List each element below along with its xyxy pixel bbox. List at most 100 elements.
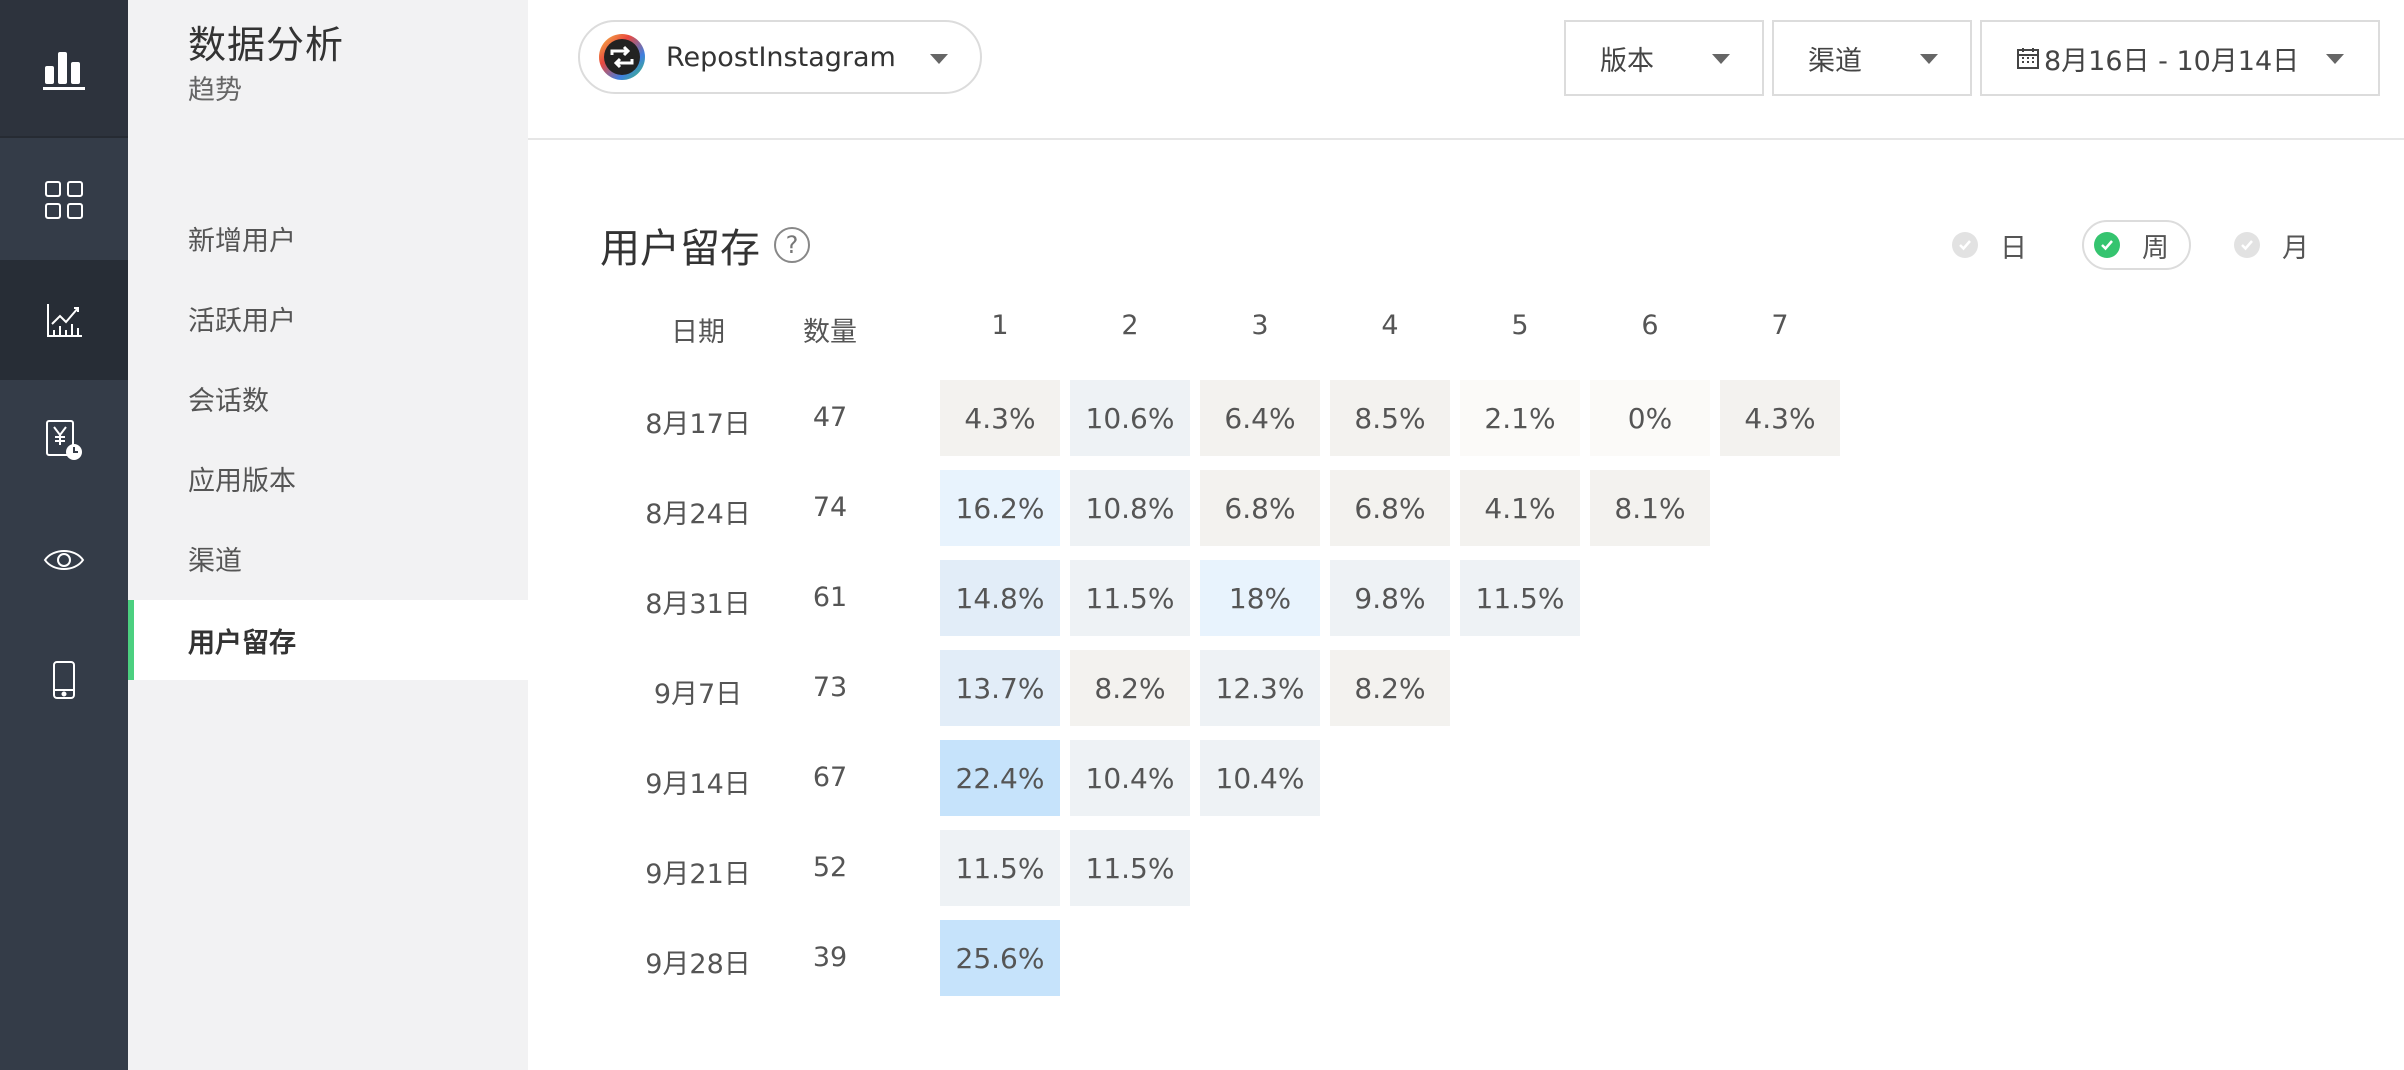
retention-cell: 8.2% bbox=[1330, 650, 1450, 726]
sidebar-title: 数据分析 bbox=[188, 23, 345, 67]
nav-item-label: 应用版本 bbox=[188, 465, 296, 497]
retention-cell: 6.8% bbox=[1200, 470, 1320, 546]
retention-cell: 8.2% bbox=[1070, 650, 1190, 726]
eye-icon[interactable] bbox=[0, 500, 128, 620]
chevron-down-icon bbox=[1920, 54, 1938, 64]
app-name: RepostInstagram bbox=[666, 41, 896, 73]
nav-item-app-version[interactable]: 应用版本 bbox=[128, 438, 528, 518]
retention-cell: 4.3% bbox=[1720, 380, 1840, 456]
period-label: 月 bbox=[2282, 232, 2309, 264]
retention-title-group: 用户留存 ? bbox=[600, 216, 810, 274]
trend-chart-icon[interactable] bbox=[0, 260, 128, 380]
column-header-week: 4 bbox=[1381, 310, 1399, 341]
retention-cell: 8.5% bbox=[1330, 380, 1450, 456]
retention-cell: 9.8% bbox=[1330, 560, 1450, 636]
retention-cell: 10.4% bbox=[1200, 740, 1320, 816]
retention-cell: 22.4% bbox=[940, 740, 1060, 816]
nav-item-label: 渠道 bbox=[188, 545, 242, 577]
row-count: 67 bbox=[812, 762, 848, 793]
check-icon bbox=[2094, 232, 2120, 258]
nav-item-sessions[interactable]: 会话数 bbox=[128, 358, 528, 438]
retention-cell: 4.3% bbox=[940, 380, 1060, 456]
column-header-week: 7 bbox=[1771, 310, 1789, 341]
retention-cell: 10.6% bbox=[1070, 380, 1190, 456]
nav-item-label: 新增用户 bbox=[188, 225, 296, 257]
column-header-week: 2 bbox=[1121, 310, 1139, 341]
period-month-radio[interactable]: 月 bbox=[2234, 220, 2309, 270]
app-logo-icon bbox=[599, 34, 645, 80]
top-header: RepostInstagram 版本 渠道 8月16日 - 10月14日 bbox=[528, 0, 2404, 140]
column-header-week: 3 bbox=[1251, 310, 1269, 341]
nav-item-new-users[interactable]: 新增用户 bbox=[128, 198, 528, 278]
date-range-label: 8月16日 - 10月14日 bbox=[2044, 45, 2300, 77]
retention-cell: 11.5% bbox=[1070, 830, 1190, 906]
revenue-clock-icon[interactable] bbox=[0, 380, 128, 500]
mobile-device-icon[interactable] bbox=[0, 620, 128, 740]
sidebar-subtitle: 趋势 bbox=[188, 75, 242, 106]
row-count: 47 bbox=[812, 402, 848, 433]
retention-cell: 0% bbox=[1590, 380, 1710, 456]
version-label: 版本 bbox=[1600, 45, 1654, 77]
chevron-down-icon bbox=[1712, 54, 1730, 64]
help-icon[interactable]: ? bbox=[774, 227, 810, 263]
retention-cell: 8.1% bbox=[1590, 470, 1710, 546]
date-range-picker[interactable]: 8月16日 - 10月14日 bbox=[1980, 20, 2380, 96]
period-label: 周 bbox=[2142, 232, 2169, 264]
secondary-sidebar: 数据分析 趋势 新增用户 活跃用户 会话数 应用版本 渠道 用户留存 bbox=[128, 0, 528, 1070]
check-icon bbox=[2234, 232, 2260, 258]
icon-rail bbox=[0, 0, 128, 1070]
row-date: 9月14日 bbox=[645, 769, 751, 800]
nav-item-channel[interactable]: 渠道 bbox=[128, 518, 528, 598]
retention-cell: 14.8% bbox=[940, 560, 1060, 636]
nav-item-label: 活跃用户 bbox=[188, 305, 296, 337]
retention-cell: 25.6% bbox=[940, 920, 1060, 996]
row-date: 8月31日 bbox=[645, 589, 751, 620]
column-header-week: 1 bbox=[991, 310, 1009, 341]
period-label: 日 bbox=[2000, 232, 2027, 264]
dashboard-grid-icon[interactable] bbox=[0, 140, 128, 260]
retention-cell: 6.8% bbox=[1330, 470, 1450, 546]
row-date: 8月17日 bbox=[645, 409, 751, 440]
row-date: 9月21日 bbox=[645, 859, 751, 890]
period-day-radio[interactable]: 日 bbox=[1952, 220, 2027, 270]
version-dropdown[interactable]: 版本 bbox=[1564, 20, 1764, 96]
section-title: 用户留存 bbox=[600, 226, 760, 272]
calendar-icon bbox=[2017, 48, 2039, 69]
row-count: 39 bbox=[812, 942, 848, 973]
row-count: 74 bbox=[812, 492, 848, 523]
retention-cell: 18% bbox=[1200, 560, 1320, 636]
nav-item-active-users[interactable]: 活跃用户 bbox=[128, 278, 528, 358]
app-selector[interactable]: RepostInstagram bbox=[578, 20, 982, 94]
chevron-down-icon bbox=[2326, 54, 2344, 64]
column-header-count: 数量 bbox=[803, 317, 857, 348]
column-header-date: 日期 bbox=[671, 317, 725, 348]
nav-item-label: 会话数 bbox=[188, 385, 269, 417]
retention-cell: 4.1% bbox=[1460, 470, 1580, 546]
retention-cell: 12.3% bbox=[1200, 650, 1320, 726]
row-date: 9月7日 bbox=[653, 679, 743, 710]
nav-item-label: 用户留存 bbox=[188, 627, 296, 659]
bar-chart-logo-icon[interactable] bbox=[0, 0, 128, 138]
retention-cell: 11.5% bbox=[940, 830, 1060, 906]
retention-cell: 11.5% bbox=[1460, 560, 1580, 636]
column-header-week: 6 bbox=[1641, 310, 1659, 341]
retention-cell: 2.1% bbox=[1460, 380, 1580, 456]
row-date: 9月28日 bbox=[645, 949, 751, 980]
chevron-down-icon bbox=[930, 54, 948, 64]
retention-cell: 10.8% bbox=[1070, 470, 1190, 546]
column-header-week: 5 bbox=[1511, 310, 1529, 341]
retention-cell: 13.7% bbox=[940, 650, 1060, 726]
check-icon bbox=[1952, 232, 1978, 258]
row-count: 52 bbox=[812, 852, 848, 883]
row-count: 61 bbox=[812, 582, 848, 613]
channel-label: 渠道 bbox=[1808, 45, 1862, 77]
channel-dropdown[interactable]: 渠道 bbox=[1772, 20, 1972, 96]
retention-cell: 16.2% bbox=[940, 470, 1060, 546]
nav-item-retention[interactable]: 用户留存 bbox=[128, 600, 528, 680]
row-date: 8月24日 bbox=[645, 499, 751, 530]
retention-cell: 6.4% bbox=[1200, 380, 1320, 456]
period-week-radio[interactable]: 周 bbox=[2082, 220, 2191, 270]
row-count: 73 bbox=[812, 672, 848, 703]
retention-cell: 11.5% bbox=[1070, 560, 1190, 636]
